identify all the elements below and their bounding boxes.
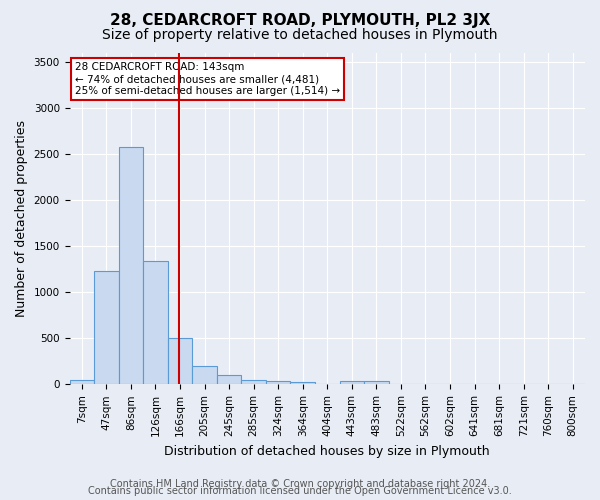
Bar	[70, 380, 94, 384]
Bar	[290, 382, 315, 384]
Bar	[119, 146, 143, 384]
Text: Size of property relative to detached houses in Plymouth: Size of property relative to detached ho…	[102, 28, 498, 42]
Bar	[241, 380, 266, 384]
Bar	[266, 380, 290, 384]
Bar	[94, 271, 119, 384]
Bar	[168, 338, 192, 384]
Bar	[217, 374, 241, 384]
Y-axis label: Number of detached properties: Number of detached properties	[15, 120, 28, 317]
Bar	[364, 381, 389, 384]
Bar	[192, 366, 217, 384]
Text: Contains HM Land Registry data © Crown copyright and database right 2024.: Contains HM Land Registry data © Crown c…	[110, 479, 490, 489]
Bar	[340, 381, 364, 384]
Text: 28, CEDARCROFT ROAD, PLYMOUTH, PL2 3JX: 28, CEDARCROFT ROAD, PLYMOUTH, PL2 3JX	[110, 12, 490, 28]
Text: Contains public sector information licensed under the Open Government Licence v3: Contains public sector information licen…	[88, 486, 512, 496]
Text: 28 CEDARCROFT ROAD: 143sqm
← 74% of detached houses are smaller (4,481)
25% of s: 28 CEDARCROFT ROAD: 143sqm ← 74% of deta…	[74, 62, 340, 96]
X-axis label: Distribution of detached houses by size in Plymouth: Distribution of detached houses by size …	[164, 444, 490, 458]
Bar	[143, 261, 168, 384]
